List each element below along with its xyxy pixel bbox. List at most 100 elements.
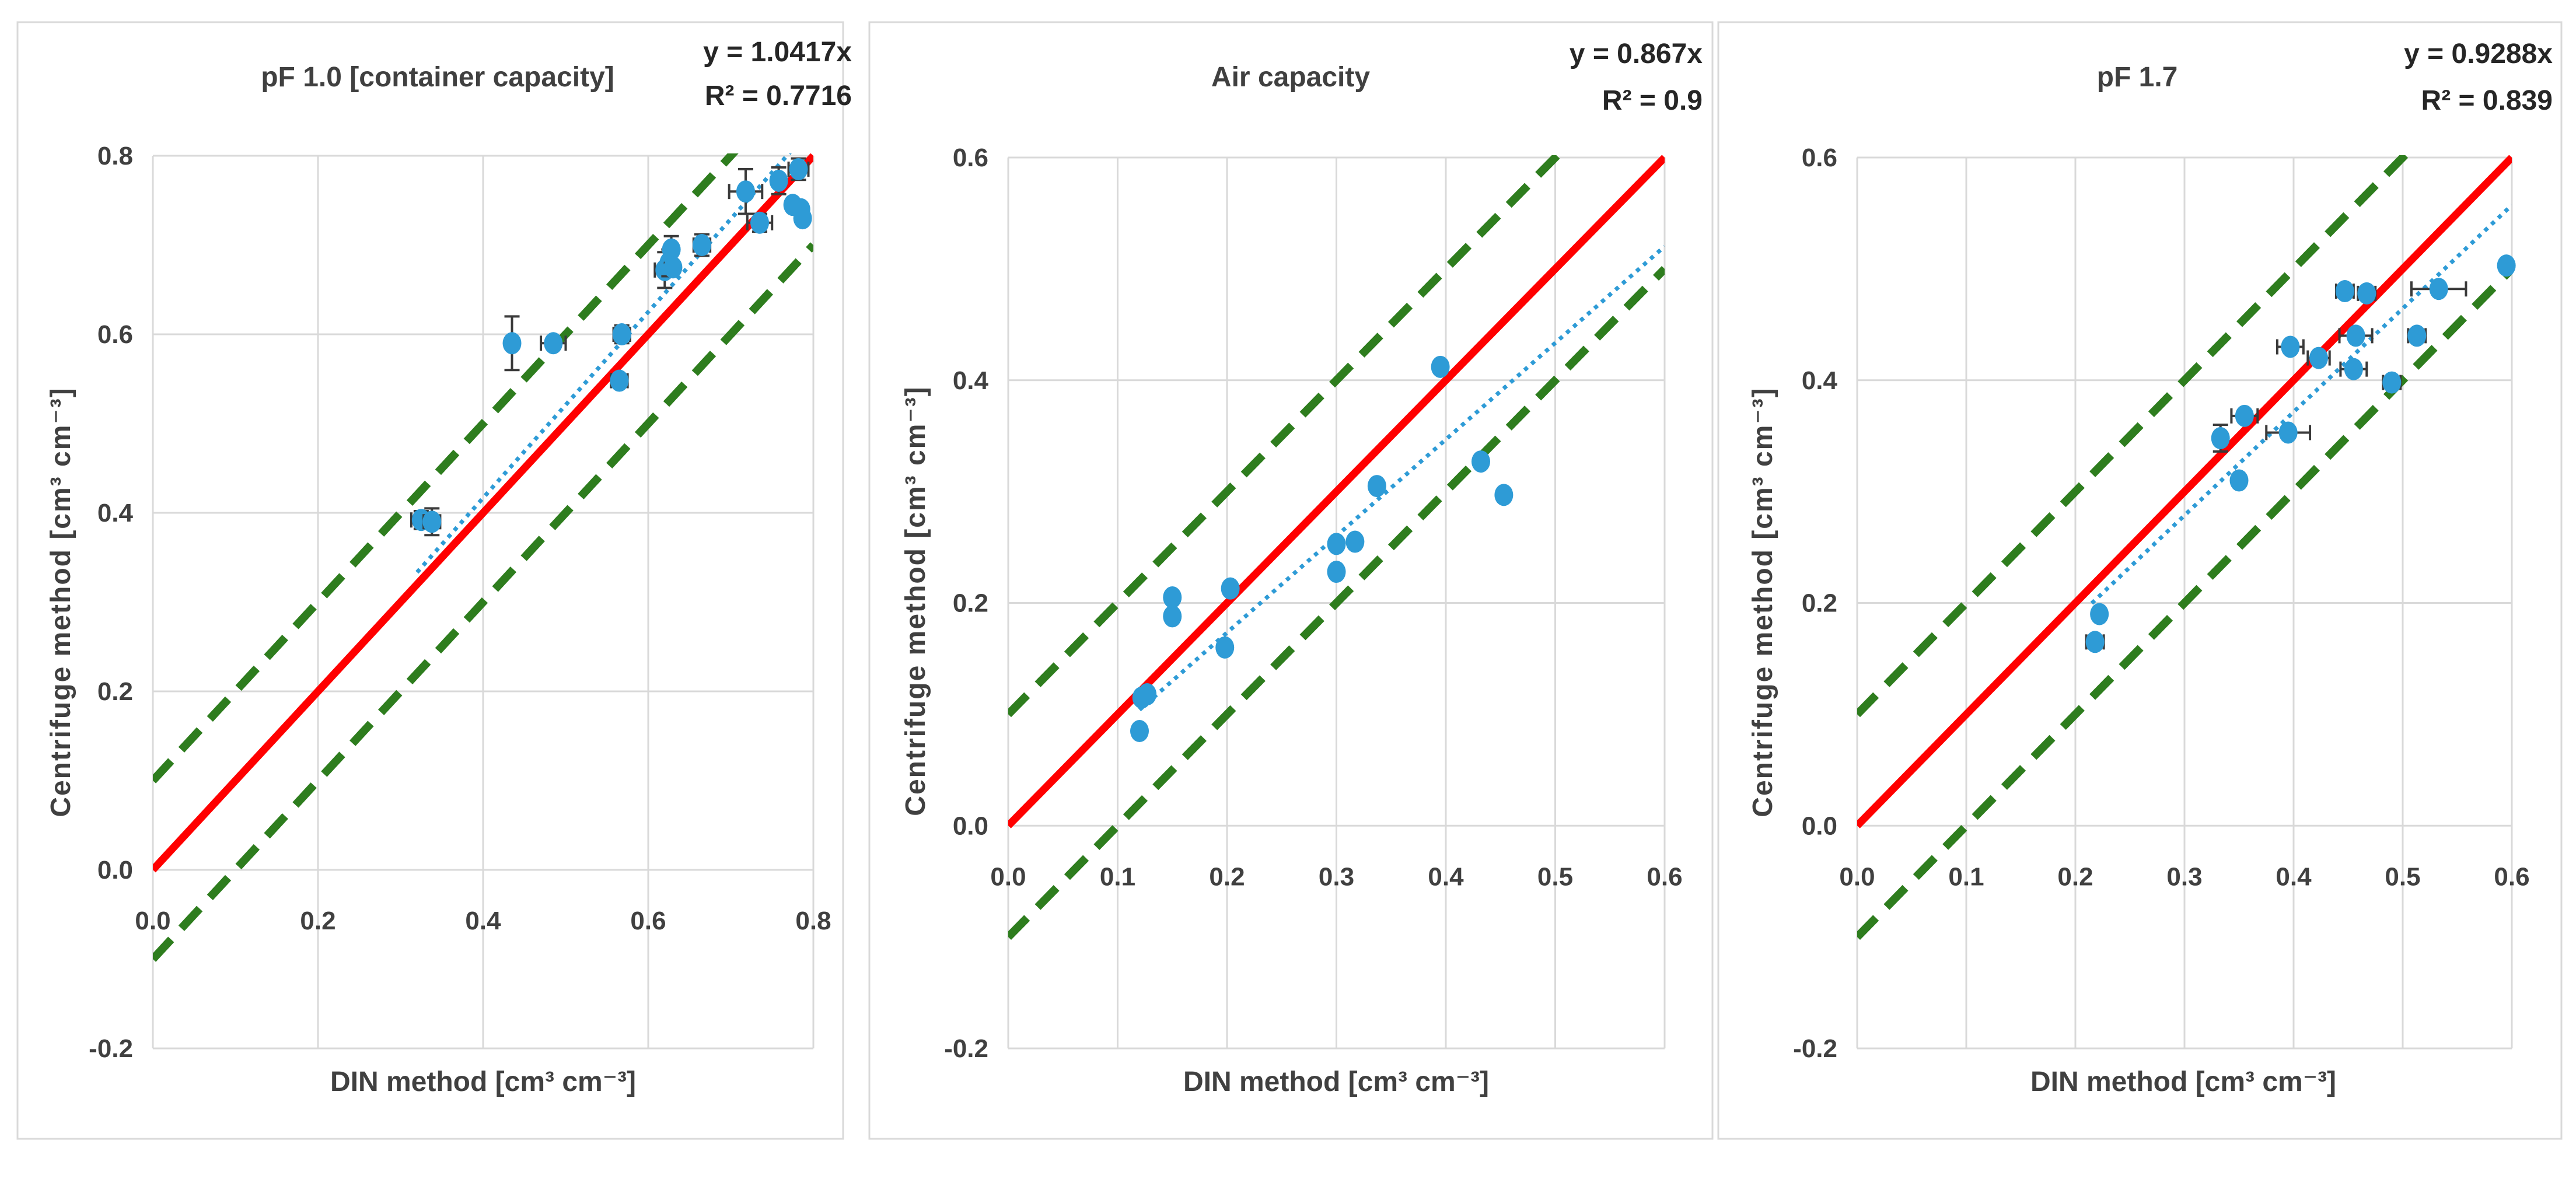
one-to-one-line — [1008, 155, 1665, 828]
x-tick-label: 0.2 — [1209, 862, 1245, 891]
trend-line — [415, 153, 792, 574]
x-axis-label: DIN method [cm³ cm⁻³] — [2030, 1066, 2336, 1097]
data-point — [502, 332, 522, 355]
data-point — [1327, 533, 1346, 555]
y-tick-label: 0.4 — [953, 366, 989, 395]
x-tick-label: 0.6 — [1647, 862, 1682, 891]
trend-line — [2090, 204, 2512, 605]
data-point-group — [2407, 324, 2427, 347]
x-tick-label: 0.0 — [990, 862, 1026, 891]
x-tick-label: 0.3 — [2166, 862, 2202, 891]
data-point-group — [1221, 577, 1240, 600]
x-tick-label: 0.4 — [465, 907, 501, 935]
data-point — [750, 211, 770, 234]
data-point — [2429, 278, 2448, 300]
data-point — [2344, 358, 2363, 380]
r-squared: R² = 0.839 — [2421, 85, 2553, 116]
x-axis-label: DIN method [cm³ cm⁻³] — [1183, 1066, 1489, 1097]
data-point — [544, 332, 563, 355]
data-point — [2407, 324, 2427, 347]
data-point-group — [1367, 475, 1386, 498]
data-point — [2278, 421, 2298, 444]
panel-frame — [1717, 21, 2563, 1140]
data-point-group — [2276, 335, 2305, 358]
data-point-group — [787, 157, 810, 181]
x-tick-label: 0.3 — [1319, 862, 1354, 891]
data-point-group — [2382, 371, 2402, 394]
data-point-group — [663, 256, 683, 279]
data-point-group — [612, 323, 631, 345]
x-tick-label: 0.1 — [1100, 862, 1135, 891]
x-tick-label: 0.5 — [2385, 862, 2420, 891]
data-point-group — [2085, 631, 2105, 653]
y-tick-label: 0.2 — [97, 677, 133, 706]
data-point-group — [1130, 720, 1149, 743]
y-tick-label: 0.0 — [1802, 812, 1837, 840]
data-point-group — [1215, 636, 1235, 659]
data-point — [2229, 469, 2249, 492]
data-point-group — [540, 332, 567, 355]
data-point-group — [746, 211, 774, 234]
x-tick-label: 0.0 — [135, 907, 170, 935]
upper-bound-line — [153, 153, 739, 784]
r-squared: R² = 0.7716 — [705, 81, 852, 111]
chart-panel-2: 0.0 0.1 0.2 0.3 0.4 0.5 0.6 -0.2 0.0 0.2 0.4 0.6 Air… — [868, 21, 1714, 1140]
y-axis-label: Centrifuge method [cm³ cm⁻³] — [46, 387, 76, 817]
y-tick-label: 0.8 — [97, 142, 133, 170]
data-point — [2211, 427, 2230, 450]
data-point-group — [1327, 561, 1346, 583]
data-point — [2309, 347, 2329, 369]
data-point-group — [769, 166, 788, 195]
data-point — [2281, 335, 2300, 358]
y-axis-label: Centrifuge method [cm³ cm⁻³] — [900, 386, 931, 816]
data-point-group — [692, 233, 712, 257]
upper-bound-line — [1008, 155, 1564, 718]
data-point — [789, 158, 808, 180]
data-point-group — [2334, 280, 2355, 303]
y-tick-label: 0.0 — [97, 856, 133, 884]
y-tick-label: 0.2 — [953, 589, 988, 618]
data-point — [2346, 324, 2365, 347]
x-tick-label: 0.0 — [1839, 862, 1875, 891]
y-tick-label: 0.6 — [953, 144, 988, 172]
data-point — [1163, 605, 1182, 628]
x-axis-label: DIN method [cm³ cm⁻³] — [330, 1066, 636, 1097]
data-point — [2357, 282, 2376, 305]
reference-lines — [1857, 155, 2512, 940]
y-tick-label: 0.4 — [1802, 366, 1838, 395]
y-tick-label: -0.2 — [944, 1034, 988, 1063]
lower-bound-line — [1857, 265, 2512, 940]
chart-title: Air capacity — [1211, 62, 1370, 93]
chart-title: pF 1.0 [container capacity] — [261, 62, 614, 93]
data-point-group — [1138, 683, 1157, 706]
data-point-group — [2090, 603, 2109, 625]
y-tick-label: 0.0 — [953, 812, 988, 840]
data-point-group — [1471, 450, 1490, 473]
upper-bound-line — [1857, 155, 2411, 718]
data-point — [610, 369, 629, 392]
panel-frame — [868, 21, 1714, 1140]
y-axis-label: Centrifuge method [cm³ cm⁻³] — [1747, 387, 1778, 817]
data-point-group — [1494, 484, 1514, 506]
x-tick-label: 0.1 — [1948, 862, 1984, 891]
data-point — [612, 323, 631, 345]
regression-equation: y = 0.867x — [1570, 39, 1703, 69]
data-point — [1327, 561, 1346, 583]
data-point-group — [2338, 324, 2374, 347]
data-point — [2382, 371, 2402, 394]
data-point-group — [1345, 530, 1365, 553]
data-point — [662, 238, 681, 261]
data-point-group — [2357, 282, 2377, 305]
data-point-group — [2211, 424, 2230, 453]
data-point — [2335, 280, 2354, 303]
data-point-group — [1431, 355, 1450, 378]
data-point — [422, 510, 442, 533]
lower-bound-line — [153, 242, 813, 962]
data-point — [1471, 450, 1490, 473]
data-point — [2085, 631, 2105, 653]
data-point — [1130, 720, 1149, 743]
data-point — [769, 169, 788, 192]
x-tick-label: 0.2 — [2057, 862, 2093, 891]
data-point — [793, 207, 812, 230]
